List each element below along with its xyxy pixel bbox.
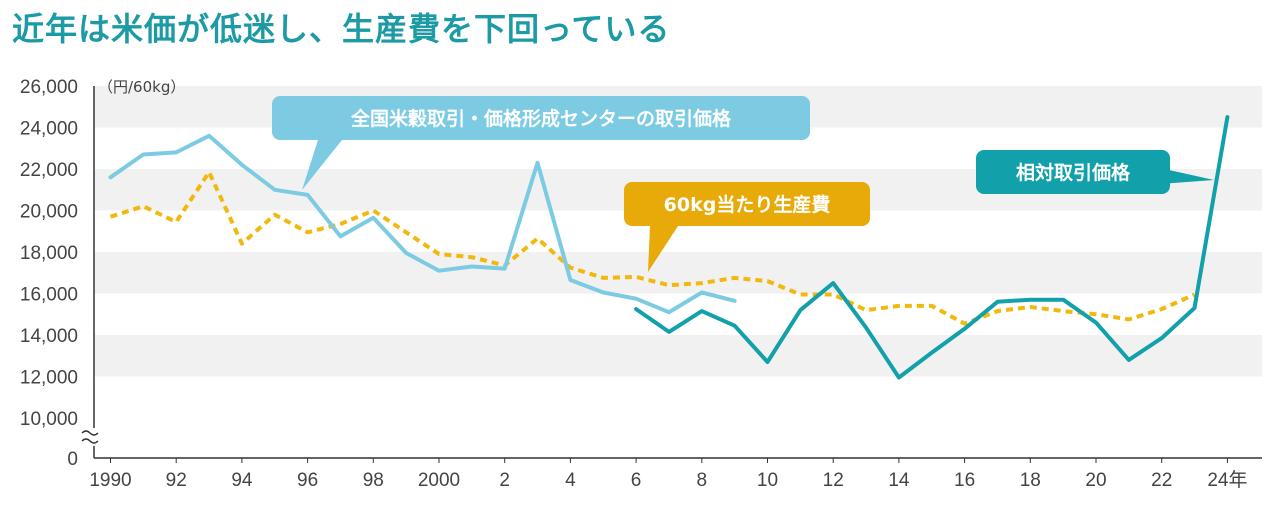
y-tick-label: 12,000 xyxy=(20,368,78,389)
callout-pointer xyxy=(1160,168,1214,184)
x-tick-label: 6 xyxy=(631,470,642,491)
callout-label: 全国米穀取引・価格形成センターの取引価格 xyxy=(350,107,732,130)
unit-label: （円/60kg） xyxy=(98,78,185,96)
y-tick-label: 10,000 xyxy=(20,409,78,430)
y-tick-label: 0 xyxy=(67,449,78,470)
callout-pointer xyxy=(648,226,678,272)
callout-label: 60kg当たり生産費 xyxy=(664,193,831,216)
x-tick-label: 1990 xyxy=(89,470,131,491)
series-line xyxy=(634,115,1230,380)
x-tick-label: 20 xyxy=(1085,470,1106,491)
band xyxy=(94,252,1262,294)
chart-axes xyxy=(80,86,1262,459)
x-tick-labels: 1990 92 94 96 98 2000 2 4 6 8 10 12 14 16 18 20 22 24年 xyxy=(89,458,1247,491)
x-tick-label: 14 xyxy=(888,470,910,491)
series-line xyxy=(108,133,737,315)
chart-headline: 近年は米価が低迷し、生産費を下回っている xyxy=(12,10,671,48)
x-tick-label: 10 xyxy=(757,470,778,491)
x-tick-label: 98 xyxy=(363,470,384,491)
x-tick-label: 94 xyxy=(231,470,253,491)
y-tick-label: 18,000 xyxy=(20,243,78,264)
band xyxy=(94,376,1262,418)
y-tick-label: 24,000 xyxy=(20,119,78,140)
x-tick-label: 8 xyxy=(697,470,708,491)
y-tick-label: 26,000 xyxy=(20,77,78,98)
x-tick-label: 4 xyxy=(565,470,576,491)
x-tick-label: 2000 xyxy=(418,470,460,491)
series-lines xyxy=(108,115,1230,380)
axis-break-mask xyxy=(80,428,102,446)
callout-box xyxy=(624,182,870,226)
x-tick-label: 18 xyxy=(1020,470,1041,491)
x-tick-label: 16 xyxy=(954,470,975,491)
x-tick-label: 12 xyxy=(823,470,844,491)
x-tick-label: 96 xyxy=(297,470,318,491)
callout-label: 相対取引価格 xyxy=(1016,161,1131,184)
band xyxy=(94,335,1262,377)
y-tick-label: 20,000 xyxy=(20,202,78,223)
axis-break-mark xyxy=(81,430,99,444)
series-callouts: 全国米穀取引・価格形成センターの取引価格 60kg当たり生産費 相対取引価格 xyxy=(272,96,1214,272)
x-tick-label: 92 xyxy=(166,470,187,491)
series-line xyxy=(109,170,1196,326)
y-tick-label: 14,000 xyxy=(20,326,78,347)
x-tick-label: 22 xyxy=(1151,470,1172,491)
y-tick-labels: 26,000 24,000 22,000 20,000 18,000 16,000 14,0… xyxy=(20,77,78,470)
callout-box xyxy=(272,96,810,140)
callout-box xyxy=(976,150,1170,194)
x-tick-label: 24年 xyxy=(1207,469,1247,491)
y-tick-label: 16,000 xyxy=(20,285,78,306)
callout-pointer xyxy=(302,140,342,190)
x-tick-label: 2 xyxy=(499,470,510,491)
y-tick-label: 22,000 xyxy=(20,160,78,181)
